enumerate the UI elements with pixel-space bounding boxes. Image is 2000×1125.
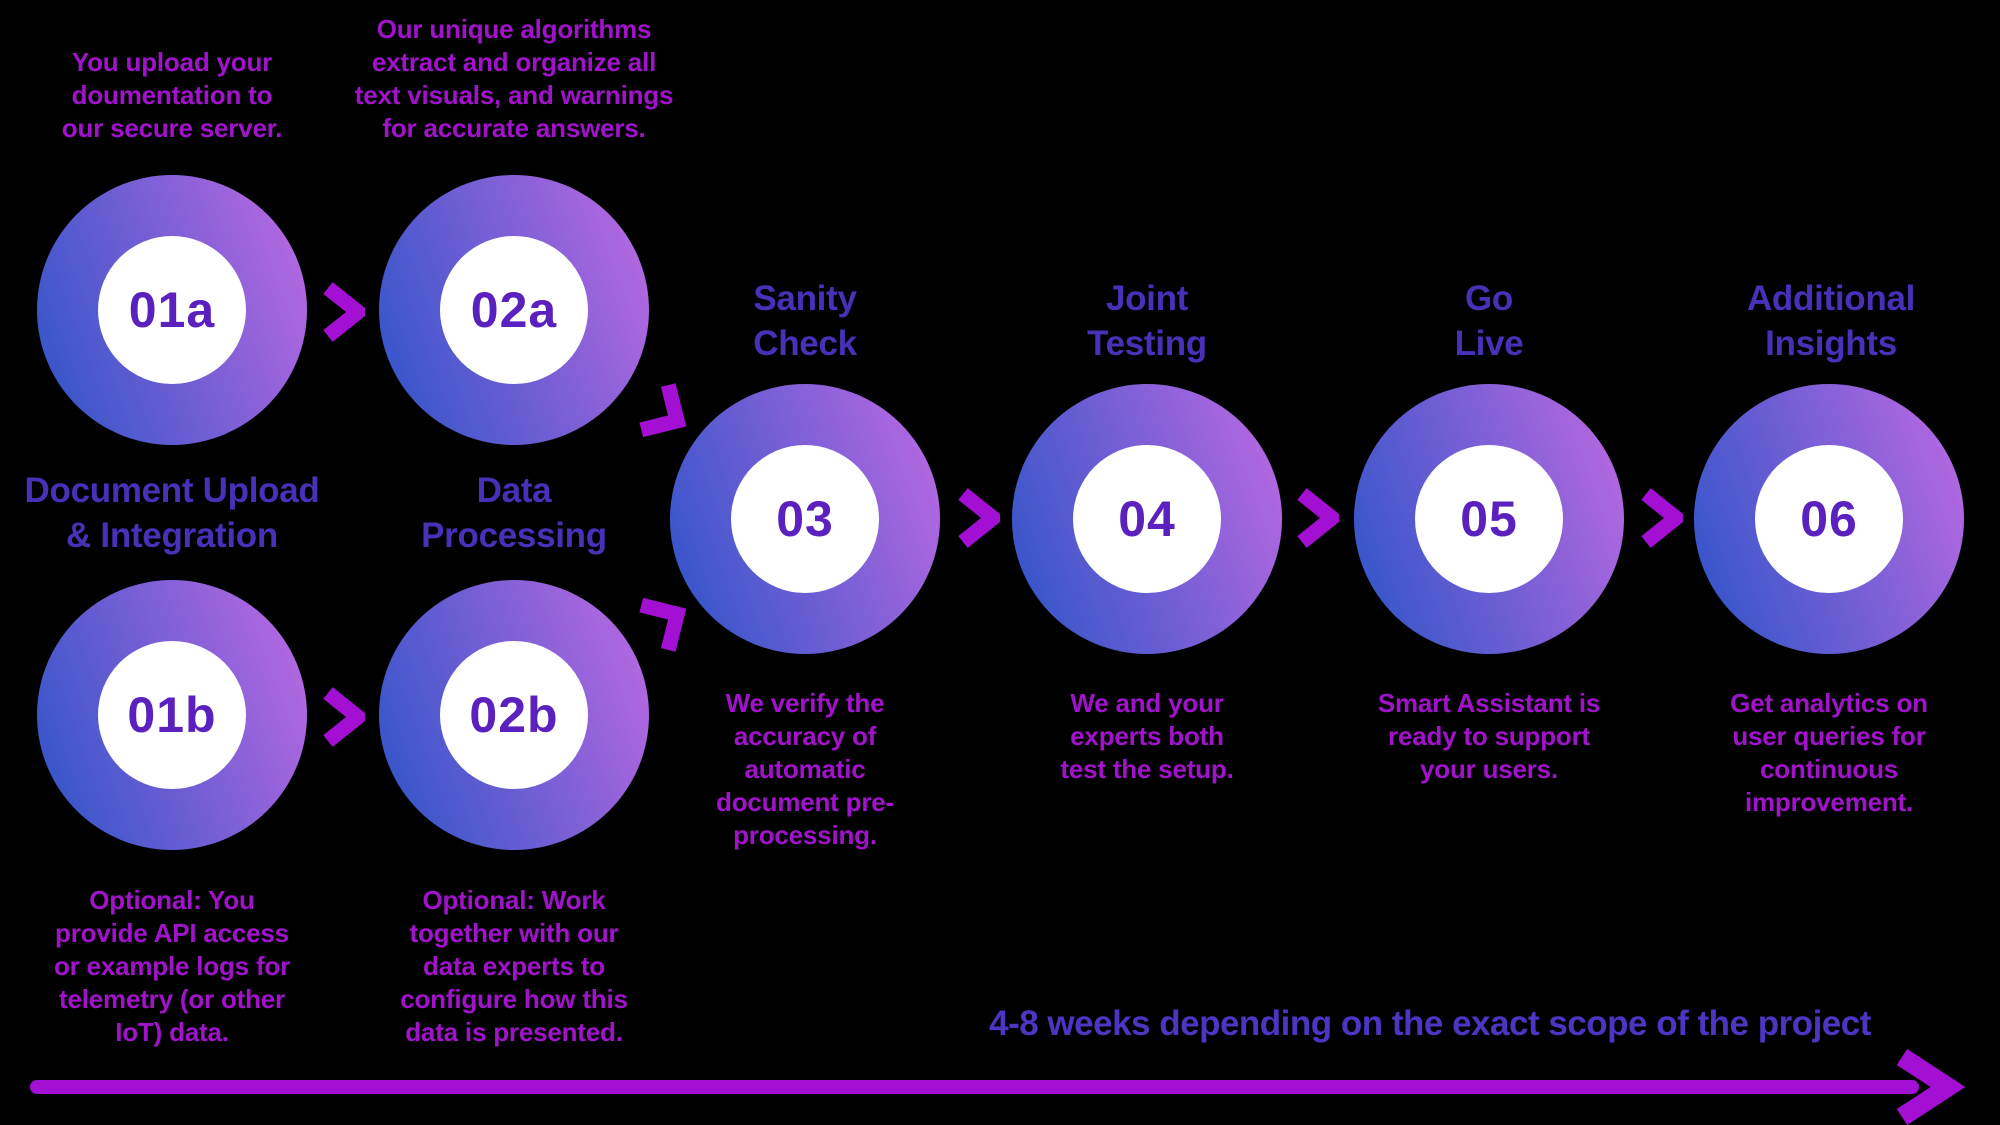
step-04-circle-core: 04 <box>1073 445 1221 593</box>
step-02b-circle-core: 02b <box>440 641 588 789</box>
step-03-circle-core: 03 <box>731 445 879 593</box>
step-04-description: We and your experts both test the setup. <box>1060 688 1234 784</box>
step-04-number: 04 <box>1118 491 1176 547</box>
step-05-circle: 05 <box>1354 384 1624 654</box>
step-01b-description: Optional: You provide API access or exam… <box>53 885 291 1047</box>
group-title-data-processing: Data Processing <box>421 471 607 555</box>
step-01a-circle-core: 01a <box>98 236 246 384</box>
step-01a-description: You upload your doumentation to our secu… <box>61 47 283 143</box>
merge-down-arrow-icon <box>639 383 687 438</box>
step-05-title: Go Live <box>1454 279 1524 363</box>
step-06-circle-core: 06 <box>1755 445 1903 593</box>
step-06-title: Additional Insights <box>1746 279 1916 363</box>
timeline-label: 4-8 weeks depending on the exact scope o… <box>989 1004 1871 1043</box>
step-01b-circle: 01b <box>37 580 307 850</box>
step-01b-number: 01b <box>127 687 217 743</box>
timeline-arrow-icon <box>30 1049 1966 1125</box>
step-02a-circle-core: 02a <box>440 236 588 384</box>
step-03-title: Sanity Check <box>753 279 857 363</box>
step-06-description: Get analytics on user queries for contin… <box>1730 688 1928 817</box>
step-01a-circle: 01a <box>37 175 307 445</box>
step-04-circle: 04 <box>1012 384 1282 654</box>
flow-chevron-icon <box>1297 488 1339 548</box>
flow-chevron-icon <box>323 687 365 747</box>
step-03-description: We verify the accuracy of automatic docu… <box>716 688 894 850</box>
step-05-circle-core: 05 <box>1415 445 1563 593</box>
step-05-description: Smart Assistant is ready to support your… <box>1377 688 1601 784</box>
step-06-number: 06 <box>1800 491 1858 547</box>
group-title-document-upload: Document Upload & Integration <box>24 471 320 555</box>
step-06-circle: 06 <box>1694 384 1964 654</box>
step-02a-number: 02a <box>470 282 558 338</box>
step-05-number: 05 <box>1460 491 1518 547</box>
step-02b-circle: 02b <box>379 580 649 850</box>
step-03-number: 03 <box>776 491 834 547</box>
merge-up-arrow-icon <box>639 597 687 652</box>
step-02a-circle: 02a <box>379 175 649 445</box>
step-01a-number: 01a <box>128 282 216 338</box>
step-02b-description: Optional: Work together with our data ex… <box>400 885 628 1047</box>
step-02b-number: 02b <box>469 687 559 743</box>
step-01b-circle-core: 01b <box>98 641 246 789</box>
step-03-circle: 03 <box>670 384 940 654</box>
flow-chevron-icon <box>1641 488 1683 548</box>
step-04-title: Joint Testing <box>1087 279 1207 363</box>
flow-chevron-icon <box>958 488 1000 548</box>
flow-chevron-icon <box>323 282 365 342</box>
step-02a-description: Our unique algorithms extract and organi… <box>354 14 674 143</box>
